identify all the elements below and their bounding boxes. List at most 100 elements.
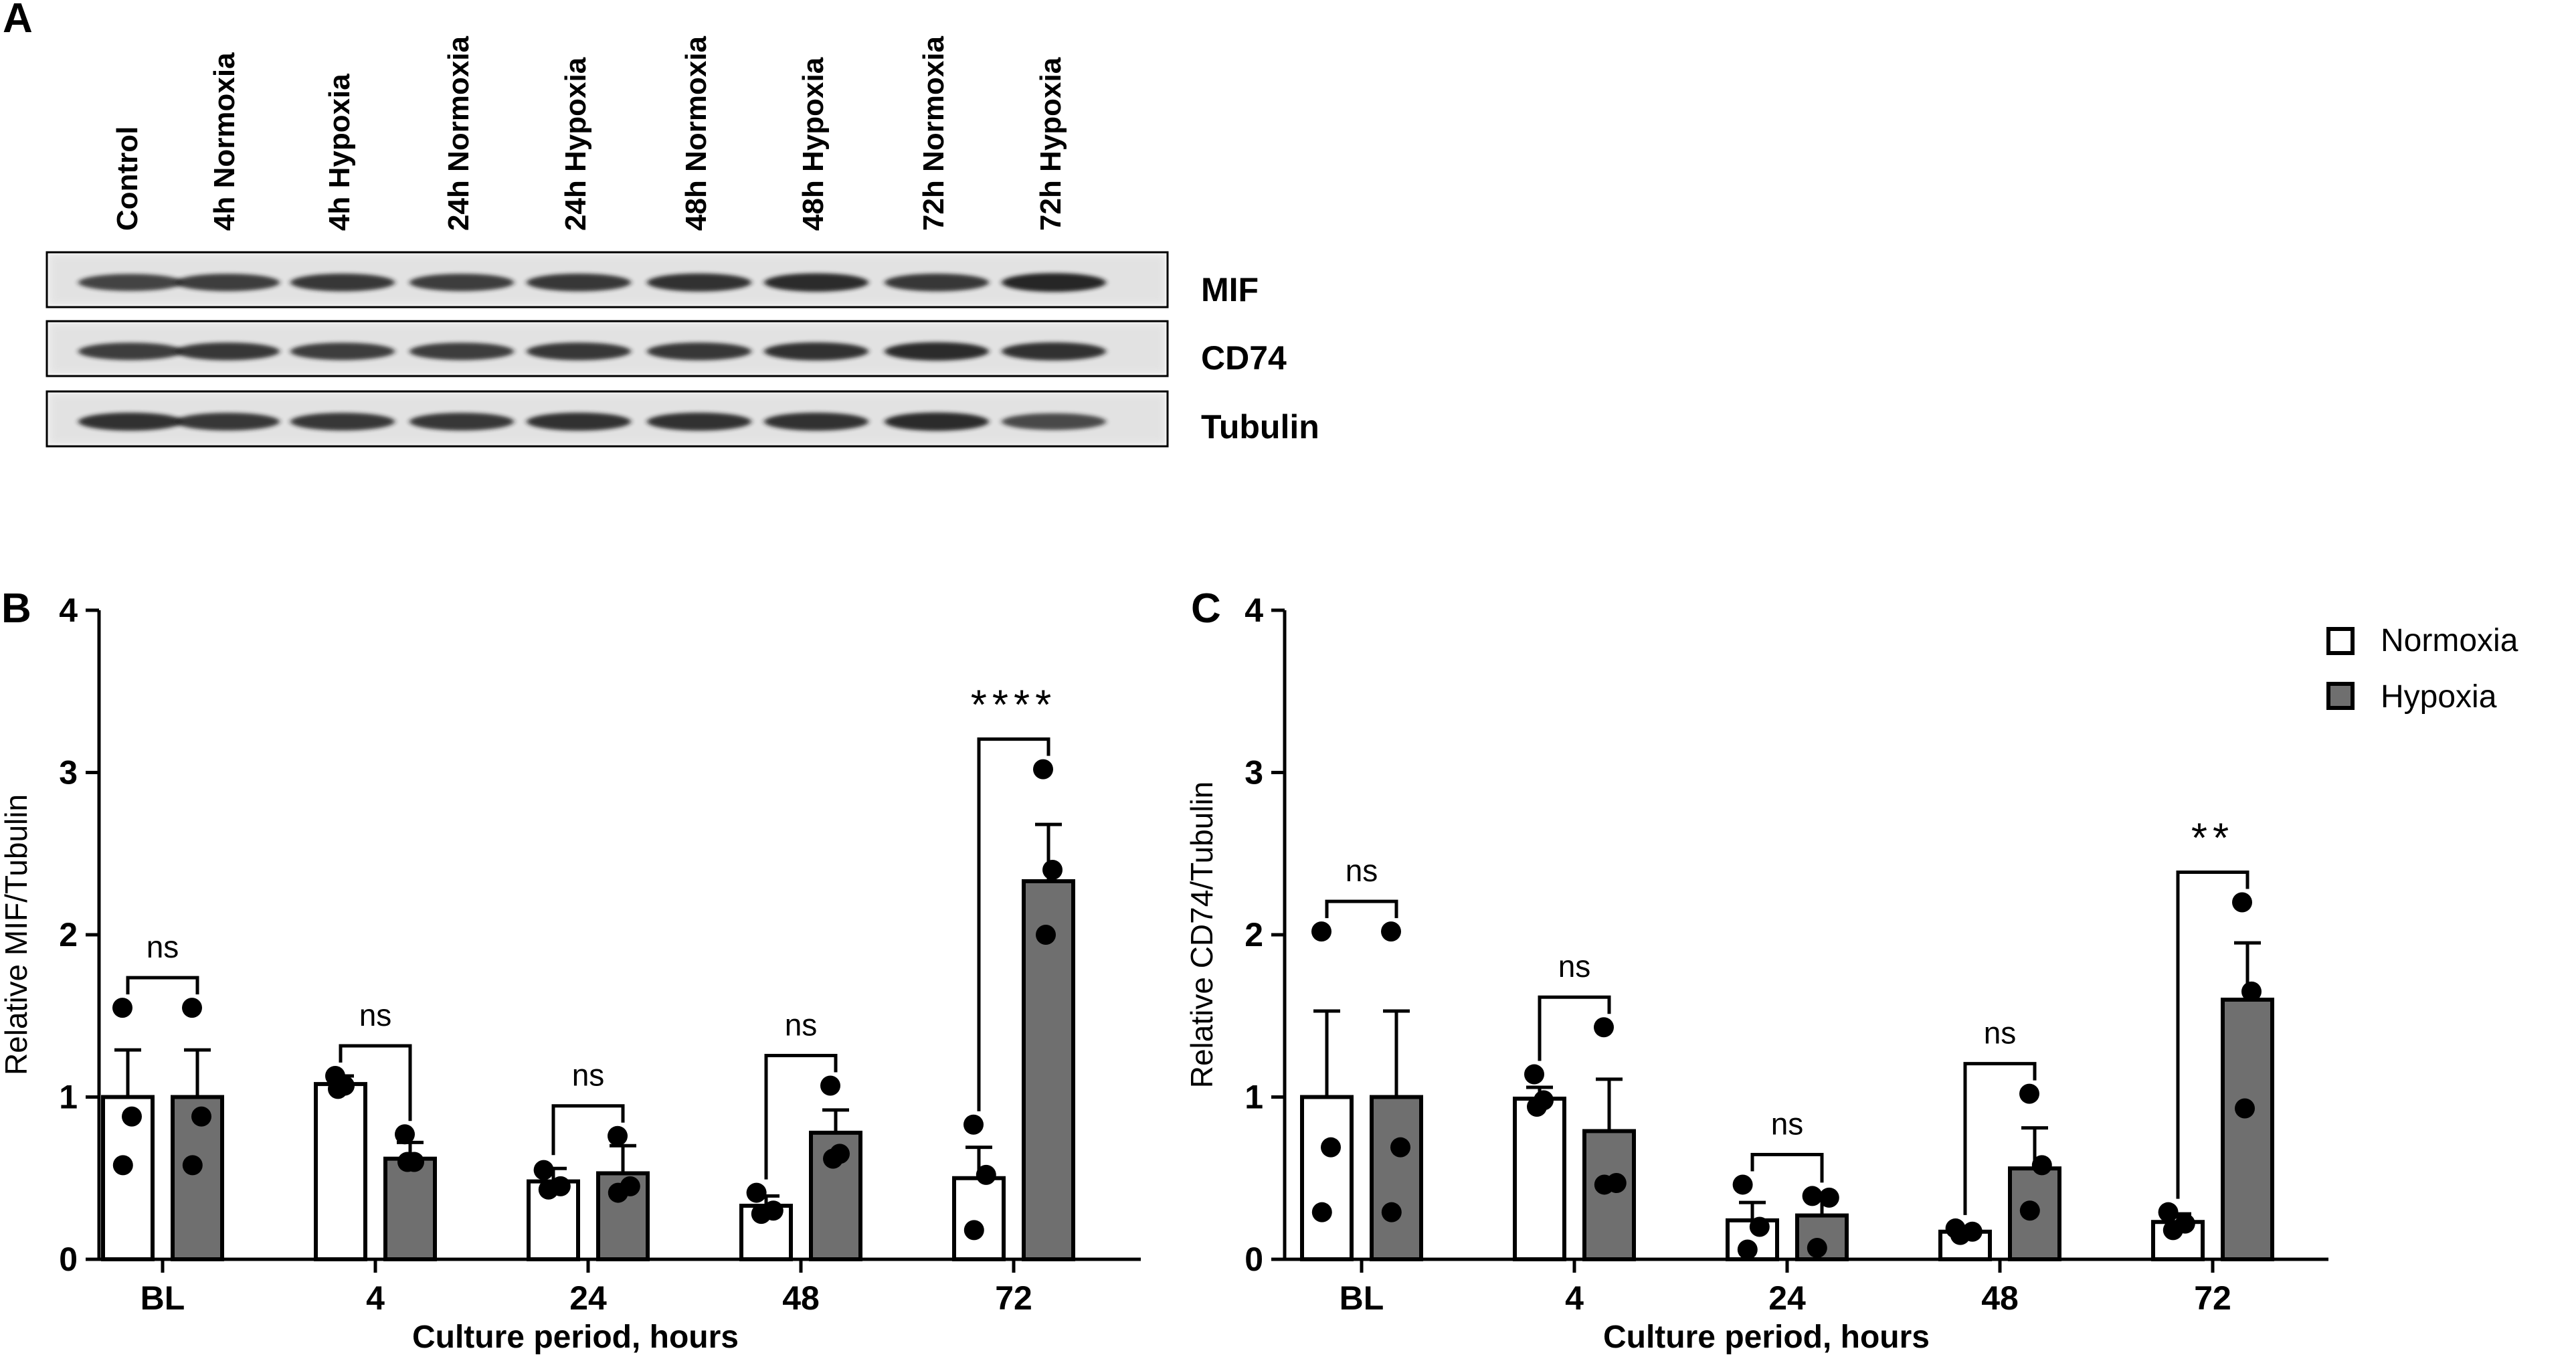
data-point [2163, 1220, 2183, 1241]
legend: Normoxia Hypoxia [2326, 623, 2518, 715]
chart-b: 0 1 2 3 4 Relative MIF/Tubulin Culture period,… [0, 592, 1141, 1355]
x-axis-label: Culture period, hours [1603, 1320, 1930, 1355]
blot-band [647, 342, 751, 361]
data-point [397, 1152, 418, 1172]
data-point [823, 1148, 843, 1169]
blot-band [175, 342, 280, 361]
bar [1938, 1229, 1992, 1262]
significance-bracket [1963, 1062, 2037, 1215]
data-point [608, 1125, 628, 1146]
x-axis-label: Culture period, hours [412, 1320, 739, 1355]
data-point [1321, 1137, 1341, 1158]
data-point [1524, 1064, 1544, 1085]
data-point [112, 998, 132, 1018]
legend-swatch-hypoxia [2326, 682, 2355, 710]
data-point [1594, 1174, 1615, 1195]
data-point [1381, 1202, 1402, 1222]
significance-label: ns [1771, 1106, 1804, 1141]
y-tick-label: 2 [59, 916, 78, 953]
x-tick-label: 72 [995, 1279, 1032, 1317]
data-point [2031, 1155, 2052, 1176]
blot-band [78, 412, 183, 431]
significance-label: ns [572, 1058, 605, 1093]
lane-label: 72h Normoxia [917, 35, 950, 231]
data-point [1594, 1017, 1614, 1038]
data-point [1819, 1187, 1839, 1208]
data-point [112, 1155, 133, 1176]
lane-label: Control [111, 126, 144, 231]
significance-bracket [126, 976, 199, 995]
lane-label: 48h Normoxia [680, 35, 713, 231]
blot-band [290, 343, 395, 361]
blot-band [175, 274, 280, 292]
y-tick-label: 4 [59, 592, 78, 629]
blot-label: Tubulin [1201, 408, 1319, 446]
bar [1513, 1096, 1566, 1262]
panel-a-label: A [3, 0, 33, 41]
blot-band [409, 412, 514, 431]
data-point [2019, 1200, 2040, 1221]
significance-bracket [1538, 995, 1611, 1061]
blot-band [885, 342, 989, 361]
y-tick-label: 4 [1245, 592, 1263, 629]
data-point [1749, 1216, 1770, 1237]
blot-band [78, 343, 183, 361]
data-point [1390, 1137, 1410, 1158]
y-tick-label: 1 [59, 1079, 78, 1116]
western-blots: MIF CD74 Tubulin [45, 251, 1319, 448]
data-point [328, 1079, 348, 1099]
data-point [191, 1106, 211, 1127]
data-point [751, 1204, 771, 1224]
blot-band [1002, 273, 1106, 292]
data-point [1732, 1174, 1753, 1195]
blot-band [1002, 342, 1106, 361]
blot-band [290, 412, 395, 431]
x-tick-label: BL [1340, 1279, 1384, 1317]
data-point [122, 1106, 142, 1127]
x-tick-label: 24 [1768, 1279, 1806, 1317]
y-tick-label: 3 [1245, 754, 1263, 792]
significance-label: **** [971, 683, 1057, 729]
data-point [2241, 981, 2262, 1002]
data-point [820, 1075, 840, 1096]
bar [314, 1082, 367, 1261]
blot-band [175, 412, 280, 431]
significance-label: ns [1346, 853, 1378, 888]
bar [1582, 1129, 1636, 1262]
data-point [1381, 921, 1401, 942]
data-point [2158, 1202, 2179, 1222]
blot-band [527, 342, 631, 361]
legend-label-hypoxia: Hypoxia [2381, 679, 2497, 715]
x-tick-label: 72 [2194, 1279, 2231, 1317]
lane-labels: Control 4h Normoxia 4h Hypoxia 24h Normoxia… [111, 35, 1067, 231]
x-tick-label: 4 [1565, 1279, 1584, 1317]
blot-band [290, 273, 395, 292]
significance-bracket [2176, 871, 2249, 1199]
significance-bracket [1325, 899, 1398, 919]
data-point [1802, 1186, 1823, 1206]
bar [2221, 998, 2274, 1261]
significance-bracket [977, 737, 1050, 1111]
data-point [182, 998, 202, 1018]
blot-band [1002, 413, 1106, 430]
y-tick-label: 3 [59, 754, 78, 792]
lane-label: 72h Hypoxia [1034, 57, 1067, 231]
legend-swatch-normoxia [2326, 627, 2355, 655]
blot-label: CD74 [1201, 339, 1287, 377]
significance-label: ns [1558, 949, 1591, 984]
data-point [1527, 1097, 1547, 1117]
data-point [1807, 1238, 1827, 1259]
data-point [1036, 925, 1056, 945]
significance-bracket [339, 1044, 412, 1121]
data-point [533, 1160, 554, 1180]
significance-bracket [551, 1104, 625, 1156]
bar [952, 1176, 1006, 1261]
blot-band [78, 274, 183, 291]
blot-band [764, 273, 868, 292]
data-point [2232, 892, 2252, 913]
blot-band [885, 412, 989, 431]
data-point [395, 1124, 415, 1145]
y-tick-label: 0 [1245, 1241, 1263, 1278]
data-point [1311, 1202, 1332, 1222]
